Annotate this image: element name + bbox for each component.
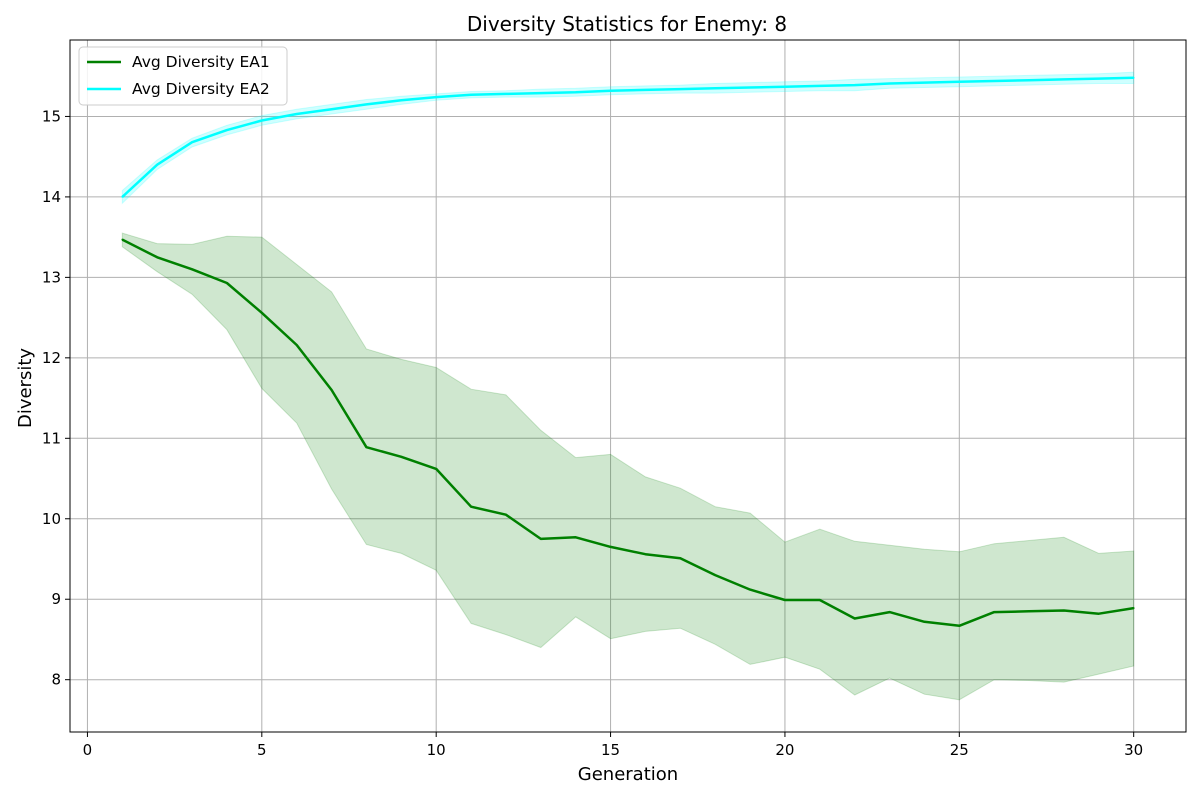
data-point — [714, 574, 717, 576]
data-point — [1063, 609, 1065, 612]
data-point — [749, 588, 751, 591]
x-axis-label: Generation — [578, 764, 678, 785]
data-point — [470, 505, 472, 508]
data-point — [609, 546, 612, 548]
grid — [70, 40, 1186, 732]
data-point — [679, 88, 682, 90]
data-point — [749, 86, 751, 89]
legend-label: Avg Diversity EA2 — [132, 80, 270, 98]
data-point — [574, 536, 577, 539]
y-tick-label: 14 — [42, 188, 61, 206]
data-point — [505, 93, 507, 95]
y-tick-label: 8 — [51, 671, 61, 689]
data-point — [784, 85, 786, 88]
data-point — [574, 91, 577, 94]
data-point — [958, 80, 961, 83]
data-point — [644, 553, 647, 556]
data-point — [121, 238, 124, 241]
data-point — [365, 446, 368, 449]
x-tick-label: 5 — [257, 741, 267, 759]
data-point — [958, 624, 961, 627]
data-point — [365, 103, 368, 106]
data-point — [226, 129, 228, 132]
y-tick-label: 10 — [42, 510, 61, 528]
data-point — [435, 467, 438, 470]
plot-frame — [69, 39, 1187, 733]
data-point — [993, 611, 996, 614]
x-tick-label: 30 — [1124, 741, 1143, 759]
y-tick-label: 13 — [42, 268, 61, 286]
data-point — [1097, 612, 1100, 615]
x-tick-label: 25 — [950, 741, 969, 759]
data-point — [295, 113, 298, 115]
x-tick-label: 20 — [775, 741, 794, 759]
data-point — [330, 389, 333, 391]
data-point — [539, 92, 542, 95]
y-tick-label: 12 — [42, 349, 61, 367]
data-point — [1028, 610, 1030, 613]
chart-title: Diversity Statistics for Enemy: 8 — [467, 12, 787, 36]
points-series-2 — [121, 76, 1135, 198]
legend: Avg Diversity EA1 Avg Diversity EA2 — [78, 46, 288, 106]
data-point — [714, 87, 717, 90]
data-point — [539, 537, 542, 540]
data-point — [191, 268, 193, 271]
data-point — [156, 163, 159, 166]
points-series-1 — [121, 238, 1135, 627]
data-point — [888, 611, 891, 614]
data-point — [609, 89, 612, 92]
data-point — [993, 80, 996, 82]
line-series-2 — [121, 76, 1134, 198]
x-tick-label: 0 — [83, 741, 93, 759]
legend-label: Avg Diversity EA1 — [132, 53, 270, 71]
data-point — [400, 455, 403, 458]
band-series-1 — [121, 232, 1135, 701]
data-point — [888, 82, 891, 85]
y-tick-label: 9 — [51, 590, 61, 608]
legend-box — [78, 46, 288, 106]
data-point — [226, 282, 228, 284]
data-point — [330, 108, 333, 111]
data-point — [156, 256, 159, 259]
data-point — [470, 93, 472, 96]
data-point — [260, 119, 263, 122]
x-ticks: 0 5 10 15 20 25 30 — [83, 732, 1143, 759]
y-tick-label: 11 — [42, 429, 61, 447]
data-point — [923, 81, 926, 84]
band-series-2 — [121, 71, 1135, 205]
data-point — [121, 196, 124, 198]
data-point — [644, 88, 647, 91]
data-point — [1028, 79, 1030, 82]
data-point — [923, 620, 926, 623]
data-point — [191, 141, 193, 144]
y-axis-label: Diversity — [15, 348, 36, 428]
data-point — [435, 96, 438, 99]
data-point — [1132, 607, 1135, 609]
data-point — [260, 311, 263, 314]
x-tick-label: 15 — [601, 741, 620, 759]
data-point — [818, 599, 821, 601]
y-ticks: 8 9 10 11 12 13 14 15 — [42, 107, 70, 689]
data-point — [784, 599, 786, 601]
data-point — [679, 557, 682, 560]
data-point — [1097, 77, 1100, 80]
data-point — [818, 84, 821, 87]
confidence-bands — [121, 71, 1135, 701]
data-point — [505, 513, 507, 516]
data-point — [400, 99, 403, 102]
data-point — [853, 84, 856, 86]
data-point — [1063, 78, 1065, 81]
data-point — [1132, 76, 1135, 79]
x-tick-label: 10 — [427, 741, 446, 759]
series-lines — [121, 76, 1135, 628]
y-tick-label: 15 — [42, 107, 61, 125]
data-point — [853, 617, 856, 620]
line-series-1 — [121, 238, 1134, 628]
data-point — [295, 344, 298, 346]
